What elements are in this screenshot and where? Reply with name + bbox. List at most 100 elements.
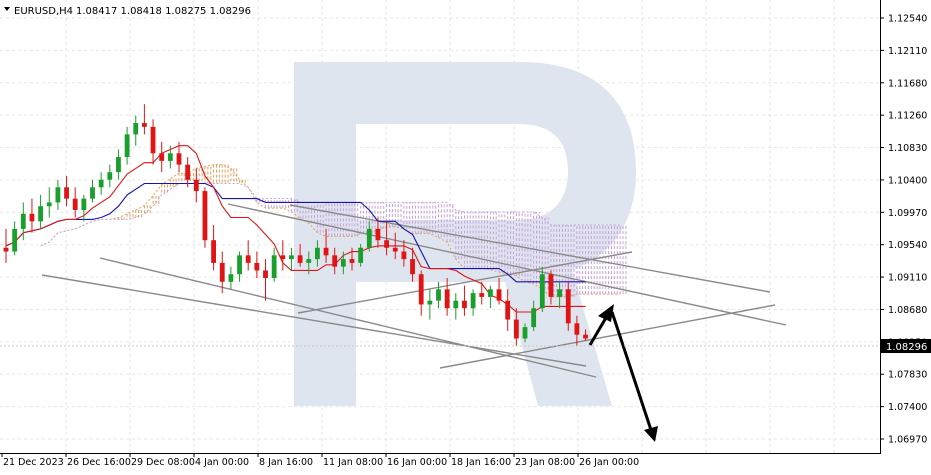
candle-body: [453, 300, 459, 309]
time-tick-label: 16 Jan 00:00: [387, 457, 447, 468]
candle-body: [211, 240, 216, 263]
candle-body: [297, 255, 303, 263]
candle-body: [358, 247, 364, 263]
candles: [3, 104, 588, 347]
candle-body: [306, 259, 312, 263]
candle-body: [237, 255, 242, 275]
candle-body: [167, 153, 173, 161]
candle-body: [185, 164, 191, 180]
candle-body: [193, 179, 199, 192]
candle-body: [81, 198, 87, 210]
time-tick-label: 26 Jan 00:00: [579, 457, 639, 468]
price-tick-label: 1.11260: [888, 111, 927, 122]
price-tick-label: 1.10830: [888, 143, 927, 154]
trendline: [41, 274, 587, 367]
candle-body: [64, 187, 69, 199]
candle-body: [340, 259, 346, 267]
trendline: [289, 204, 771, 293]
candle-body: [280, 255, 286, 260]
senkou-span-a: [40, 164, 621, 298]
candle-body: [271, 255, 277, 279]
candle-body: [384, 240, 389, 248]
candle-body: [315, 247, 320, 260]
trendline: [439, 304, 776, 369]
candle-body: [124, 134, 130, 158]
current-price-tag: 1.08296: [881, 339, 931, 353]
candle-body: [20, 213, 26, 229]
forecast-arrowhead-down: [644, 426, 658, 442]
candle-body: [107, 172, 113, 180]
candle-body: [488, 289, 493, 297]
kijun-sen-line: [5, 182, 586, 283]
candle-body: [496, 289, 502, 301]
time-tick-label: 21 Dec 2023: [3, 457, 64, 468]
symbol-label[interactable]: EURUSD,H4: [14, 6, 73, 17]
candle-body: [366, 228, 372, 248]
candle-body: [470, 293, 476, 309]
candle-body: [245, 255, 251, 263]
time-axis[interactable]: 21 Dec 2023 26 Dec 16:00 29 Dec 08:00 4 Jan…: [1, 453, 639, 468]
time-tick-label: 23 Jan 08:00: [515, 457, 575, 468]
price-tick-label: 1.09970: [888, 208, 927, 219]
candle-body: [116, 157, 121, 173]
candle-body: [479, 293, 485, 297]
candle-body: [462, 300, 467, 309]
candle-body: [427, 300, 433, 305]
candle-body: [444, 289, 450, 309]
price-tick-label: 1.12110: [888, 46, 927, 57]
candle-body: [98, 179, 104, 188]
trendline: [99, 257, 597, 378]
time-tick-label: 8 Jan 16:00: [259, 457, 313, 468]
candle-body: [12, 228, 18, 252]
candle-body: [133, 123, 139, 135]
candle-body: [513, 319, 519, 339]
candle-body: [539, 274, 545, 309]
candle-body: [418, 274, 424, 305]
time-tick-label: 29 Dec 08:00: [131, 457, 195, 468]
candle-body: [375, 228, 381, 241]
candle-body: [349, 259, 355, 263]
trendline: [297, 251, 633, 314]
candle-body: [401, 251, 407, 260]
candle-body: [90, 187, 95, 199]
price-tick-label: 1.09540: [888, 240, 927, 251]
current-price-label: 1.08296: [886, 342, 927, 353]
trendlines: [41, 203, 787, 378]
symbol-dropdown-icon[interactable]: [4, 7, 10, 11]
candle-body: [46, 202, 52, 207]
price-tick-label: 1.07830: [888, 370, 927, 381]
candle-body: [219, 262, 225, 282]
price-tick-label: 1.06970: [888, 435, 927, 446]
candle-body: [436, 289, 441, 301]
candle-body: [3, 247, 9, 252]
trendline: [227, 203, 787, 326]
candle-body: [565, 289, 571, 324]
candle-body: [522, 327, 528, 339]
candle-body: [176, 153, 182, 165]
candle-body: [505, 300, 511, 320]
candle-body: [332, 255, 338, 267]
time-tick-label: 18 Jan 16:00: [451, 457, 511, 468]
forecast-arrowhead-up: [598, 304, 614, 322]
candle-body: [159, 153, 165, 161]
price-tick-label: 1.08680: [888, 305, 927, 316]
forecast-arrow-up: [588, 315, 609, 346]
candle-body: [142, 123, 147, 127]
candle-body: [410, 259, 415, 275]
candle-body: [557, 289, 562, 297]
candle-body: [392, 247, 398, 252]
candle-body: [202, 191, 208, 241]
chart-header: EURUSD,H4 1.08417 1.08418 1.08275 1.0829…: [4, 6, 251, 17]
ohlc-readout: 1.08417 1.08418 1.08275 1.08296: [76, 6, 251, 17]
time-tick-label: 11 Jan 08:00: [323, 457, 383, 468]
price-tick-label: 1.11680: [888, 78, 927, 89]
candle-body: [254, 262, 260, 271]
candle-body: [323, 247, 329, 256]
price-tick-label: 1.12540: [888, 14, 927, 25]
forecast-arrows: [588, 304, 658, 442]
time-tick-label: 4 Jan 00:00: [195, 457, 249, 468]
candle-body: [289, 255, 294, 260]
candle-body: [150, 126, 156, 154]
